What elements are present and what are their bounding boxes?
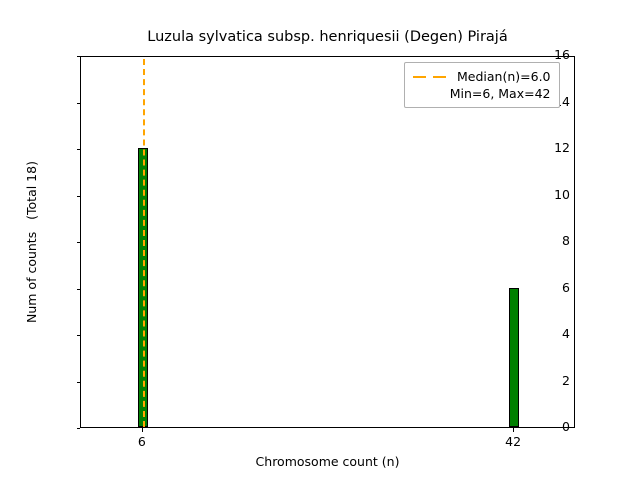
y-tick-label: 10	[554, 186, 570, 202]
y-tick-mark	[76, 242, 80, 243]
legend-label-minmax: Min=6, Max=42	[449, 85, 551, 101]
y-tick-label: 6	[562, 279, 570, 295]
plot-inner	[81, 57, 574, 427]
plot-area	[80, 56, 575, 428]
x-tick-mark	[513, 428, 515, 432]
y-tick-mark	[76, 102, 80, 104]
y-tick-label: 4	[562, 326, 570, 341]
x-axis-ticks: 6 42	[80, 56, 575, 448]
y-axis-label: Num of counts (Total 18)	[24, 161, 39, 323]
y-tick-mark	[76, 149, 80, 150]
legend: Median(n)=6.0 Min=6, Max=42	[404, 62, 560, 108]
x-axis-label: Chromosome count (n)	[255, 454, 400, 469]
legend-label-median: Median(n)=6.0	[457, 68, 551, 84]
y-tick-label: 16	[554, 47, 570, 62]
x-tick-label: 6	[137, 434, 146, 449]
y-tick-label: 2	[562, 372, 570, 388]
y-tick-mark	[76, 195, 80, 197]
x-tick-mark	[141, 428, 143, 432]
y-tick-mark	[76, 56, 80, 57]
x-tick-label: 42	[505, 434, 522, 449]
median-line	[142, 59, 145, 427]
legend-item-median: Median(n)=6.0	[412, 68, 551, 85]
y-axis-ticks: 0 2 4 6 8 10 12 14 16	[76, 48, 575, 433]
y-tick-label: 0	[562, 419, 570, 434]
chart-title: Luzula sylvatica subsp. henriquesii (Deg…	[147, 29, 508, 45]
y-tick-label: 12	[554, 140, 570, 155]
legend-item-minmax: Min=6, Max=42	[412, 85, 551, 102]
y-tick-mark	[76, 381, 80, 383]
bar-chromosome-42	[509, 287, 520, 427]
y-tick-mark	[76, 288, 80, 290]
y-tick-mark	[76, 335, 80, 336]
y-tick-mark	[76, 428, 80, 429]
y-tick-label: 8	[562, 233, 570, 248]
dashed-line-icon	[412, 71, 450, 83]
